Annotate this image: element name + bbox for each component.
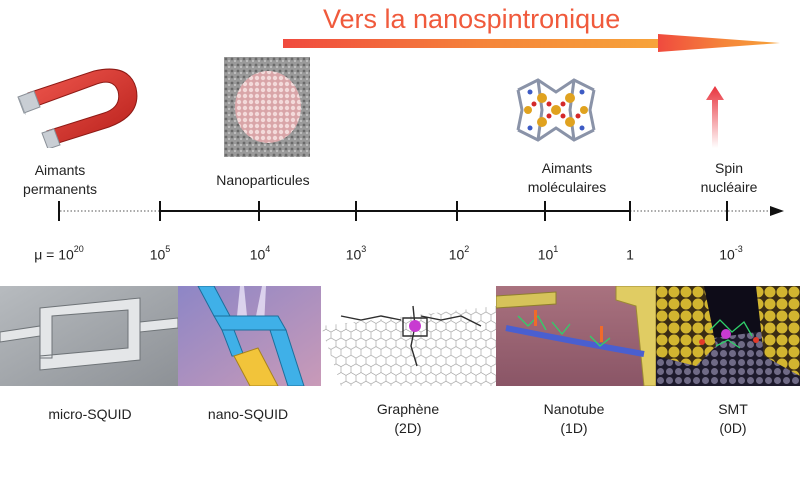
- nanoparticle-image: [224, 57, 310, 157]
- graphene-image: [321, 286, 496, 386]
- nano-squid-image: [178, 286, 321, 386]
- axis-arrowhead: [770, 206, 784, 216]
- smt-image: [656, 286, 800, 386]
- tick-label: 1: [626, 246, 634, 263]
- label-nanoparticules: Nanoparticules: [216, 172, 310, 188]
- horseshoe-magnet-icon: [17, 68, 138, 148]
- micro-squid-image: [0, 286, 178, 386]
- label-aimants-permanents: Aimants permanents: [23, 162, 97, 197]
- timeline-axis: [58, 201, 784, 221]
- label-spin-nucleaire: Spin nucléaire: [700, 160, 758, 195]
- tick-label: 10-3: [719, 244, 743, 263]
- title: Vers la nanospintronique: [323, 4, 621, 34]
- molecular-magnet-image: [516, 78, 596, 142]
- nanospintronics-arrow: [283, 34, 780, 52]
- nuclear-spin-arrow-icon: [706, 86, 724, 148]
- tick-label: μ = 1020: [34, 244, 84, 263]
- nanotube-image: [496, 286, 656, 386]
- caption-micro-squid: micro-SQUID: [48, 406, 132, 422]
- tick-label: 105: [149, 244, 171, 263]
- tick-label: 101: [537, 244, 559, 263]
- caption-nano-squid: nano-SQUID: [207, 406, 289, 422]
- label-aimants-moleculaires: Aimants moléculaires: [527, 160, 607, 195]
- tick-label: 102: [448, 244, 470, 263]
- caption-smt: SMT (0D): [718, 401, 748, 436]
- tick-label: 104: [249, 244, 271, 263]
- caption-nanotube: Nanotube (1D): [543, 401, 605, 436]
- caption-graphene: Graphène (2D): [376, 401, 440, 436]
- tick-label: 103: [345, 244, 367, 263]
